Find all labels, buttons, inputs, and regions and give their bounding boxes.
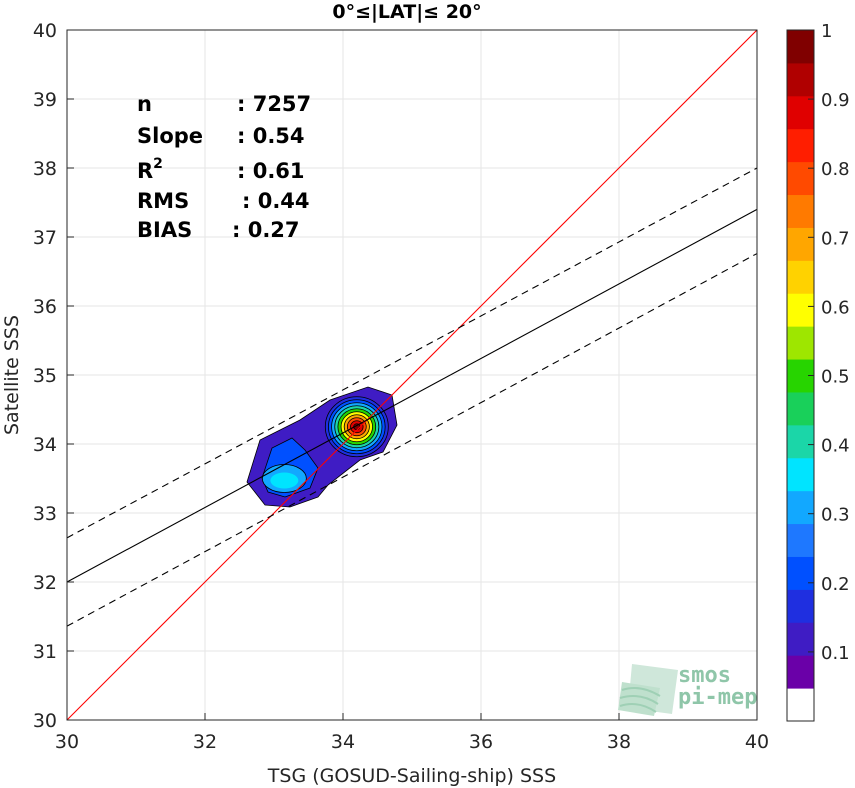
colorbar-tick-label-7: 0.8 — [821, 159, 850, 180]
colorbar-tick-label-6: 0.7 — [821, 228, 850, 249]
x-tick-label-0: 30 — [55, 731, 79, 753]
stat-slope-value: : 0.54 — [237, 124, 305, 148]
colorbar-segment-14 — [787, 227, 814, 261]
colorbar — [787, 30, 814, 722]
colorbar-segment-18 — [787, 95, 814, 130]
line-fit_lower — [66, 253, 758, 627]
colorbar-tick-label-4: 0.5 — [821, 367, 850, 388]
stat-bias-label: BIAS — [137, 218, 192, 242]
colorbar-tick-label-5: 0.6 — [821, 297, 850, 318]
colorbar-segment-9 — [787, 391, 814, 426]
regression-lines — [66, 29, 758, 721]
chart-title: 0°≤|LAT|≤ 20° — [332, 1, 481, 23]
y-tick-label-9: 39 — [33, 89, 57, 111]
y-axis-label: Satellite SSS — [1, 315, 23, 435]
stat-rms-label: RMS — [137, 189, 189, 213]
colorbar-segment-12 — [787, 293, 814, 327]
colorbar-segment-13 — [787, 260, 814, 294]
colorbar-tick-label-1: 0.2 — [821, 574, 850, 595]
x-tick-label-5: 40 — [745, 731, 769, 753]
colorbar-segment-4 — [787, 556, 814, 590]
stat-r2-label: R2 — [137, 156, 163, 183]
colorbar-tick-label-9: 1 — [821, 21, 832, 42]
y-tick-label-5: 35 — [33, 365, 57, 387]
y-tick-label-0: 30 — [33, 710, 57, 732]
density-contours — [246, 386, 398, 508]
line-fit_upper — [66, 167, 758, 539]
colorbar-tick-label-0: 0.1 — [821, 643, 850, 664]
y-axis-ticks: 30 31 32 33 34 35 36 37 38 39 40 — [33, 20, 74, 732]
y-tick-label-8: 38 — [33, 158, 57, 180]
y-tick-label-10: 40 — [33, 20, 57, 42]
y-tick-label-1: 31 — [33, 641, 57, 663]
stat-r2-base: R — [137, 159, 153, 183]
colorbar-ticks: 0.1 0.2 0.3 0.4 0.5 0.6 0.7 0.8 0.9 1 — [808, 21, 850, 664]
colorbar-segment-8 — [787, 424, 814, 459]
colorbar-segment-17 — [787, 128, 814, 163]
y-tick-label-2: 32 — [33, 572, 57, 594]
colorbar-segment-1 — [787, 655, 814, 689]
colorbar-segment-19 — [787, 62, 814, 97]
x-axis-ticks: 30 32 34 36 38 40 — [55, 713, 769, 753]
colorbar-segment-6 — [787, 490, 814, 525]
colorbar-segment-16 — [787, 161, 814, 196]
stat-r2-sup: 2 — [153, 156, 163, 172]
colorbar-tick-label-3: 0.4 — [821, 436, 850, 457]
colorbar-segment-5 — [787, 523, 814, 557]
stat-slope-label: Slope — [137, 124, 203, 148]
y-tick-label-6: 36 — [33, 296, 57, 318]
grid — [66, 29, 758, 721]
colorbar-segment-11 — [787, 326, 814, 360]
stat-bias-value: : 0.27 — [232, 218, 300, 242]
colorbar-segment-15 — [787, 194, 814, 228]
stat-r2-value: : 0.61 — [237, 159, 305, 183]
y-tick-label-4: 34 — [33, 434, 57, 456]
stat-rms-value: : 0.44 — [242, 189, 310, 213]
colorbar-tick-label-8: 0.9 — [821, 90, 850, 111]
colorbar-segment-3 — [787, 589, 814, 623]
colorbar-segment-0 — [787, 688, 814, 722]
stat-n-label: n — [137, 92, 152, 116]
x-tick-label-4: 38 — [607, 731, 631, 753]
line-identity — [66, 29, 758, 721]
x-tick-label-3: 36 — [469, 731, 493, 753]
logo-line2: pi-mep — [678, 685, 757, 710]
y-tick-label-7: 37 — [33, 227, 57, 249]
x-tick-label-1: 32 — [193, 731, 217, 753]
x-axis-label: TSG (GOSUD-Sailing-ship) SSS — [267, 765, 556, 787]
y-tick-label-3: 33 — [33, 503, 57, 525]
colorbar-tick-label-2: 0.3 — [821, 505, 850, 526]
colorbar-segment-2 — [787, 622, 814, 656]
line-fit — [66, 208, 758, 583]
contour-secondary-2 — [270, 472, 299, 489]
colorbar-segment-20 — [787, 30, 814, 64]
stat-n-value: : 7257 — [237, 92, 311, 116]
smos-pi-mep-logo: smos pi-mep — [618, 663, 757, 716]
x-tick-label-2: 34 — [331, 731, 355, 753]
colorbar-segment-7 — [787, 457, 814, 492]
logo-line1: smos — [678, 663, 731, 688]
stats-block: n : 7257 Slope : 0.54 R2 : 0.61 RMS : 0.… — [137, 92, 311, 242]
